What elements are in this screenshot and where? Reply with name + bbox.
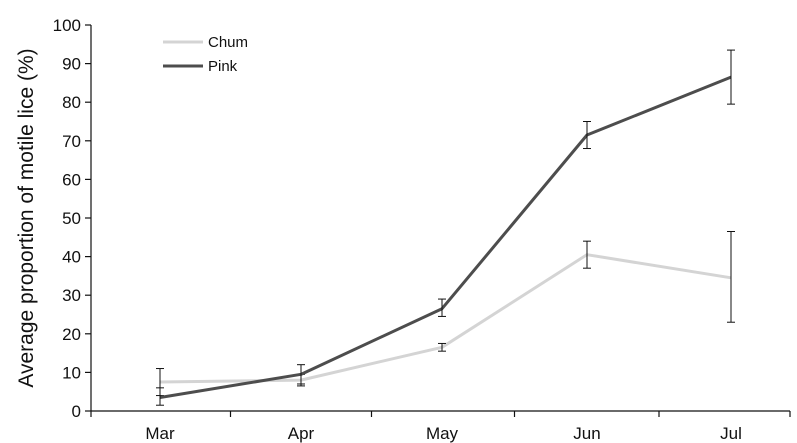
pink-error-bar	[438, 298, 446, 317]
pink-error-bar	[297, 364, 305, 385]
x-tick-label: Apr	[288, 424, 315, 443]
y-tick-label: 10	[62, 363, 81, 382]
pink-error-bar	[583, 121, 591, 150]
y-tick-label: 20	[62, 325, 81, 344]
y-ticks: 0 10 20 30 40 50 60 70 80 90 100	[53, 16, 91, 421]
chum-series-line	[159, 253, 732, 384]
chum-error-bar	[438, 342, 446, 352]
x-tick-label: Jul	[720, 424, 742, 443]
x-ticks: Mar Apr May Jun Jul	[90, 411, 791, 443]
y-tick-label: 50	[62, 209, 81, 228]
chum-legend-label: Chum	[208, 34, 248, 51]
x-tick-label: Jun	[573, 424, 600, 443]
y-tick-label: 70	[62, 132, 81, 151]
y-tick-label: 0	[72, 402, 81, 421]
legend: Chum Pink	[163, 34, 248, 75]
y-tick-label: 40	[62, 248, 81, 267]
pink-series-line	[159, 75, 732, 399]
y-tick-label: 100	[53, 16, 81, 35]
chum-error-bar	[727, 231, 735, 323]
x-tick-label: Mar	[145, 424, 175, 443]
pink-legend-label: Pink	[208, 58, 238, 75]
pink-error-bar	[727, 49, 735, 105]
y-tick-label: 60	[62, 170, 81, 189]
chum-error-bar	[583, 240, 591, 269]
y-tick-label: 30	[62, 286, 81, 305]
y-tick-label: 80	[62, 93, 81, 112]
x-tick-label: May	[426, 424, 459, 443]
pink-error-bar	[156, 387, 164, 406]
y-tick-label: 90	[62, 55, 81, 74]
y-axis-title: Average proportion of motile lice (%)	[15, 48, 38, 387]
series-group	[156, 49, 735, 406]
axes	[90, 25, 790, 412]
